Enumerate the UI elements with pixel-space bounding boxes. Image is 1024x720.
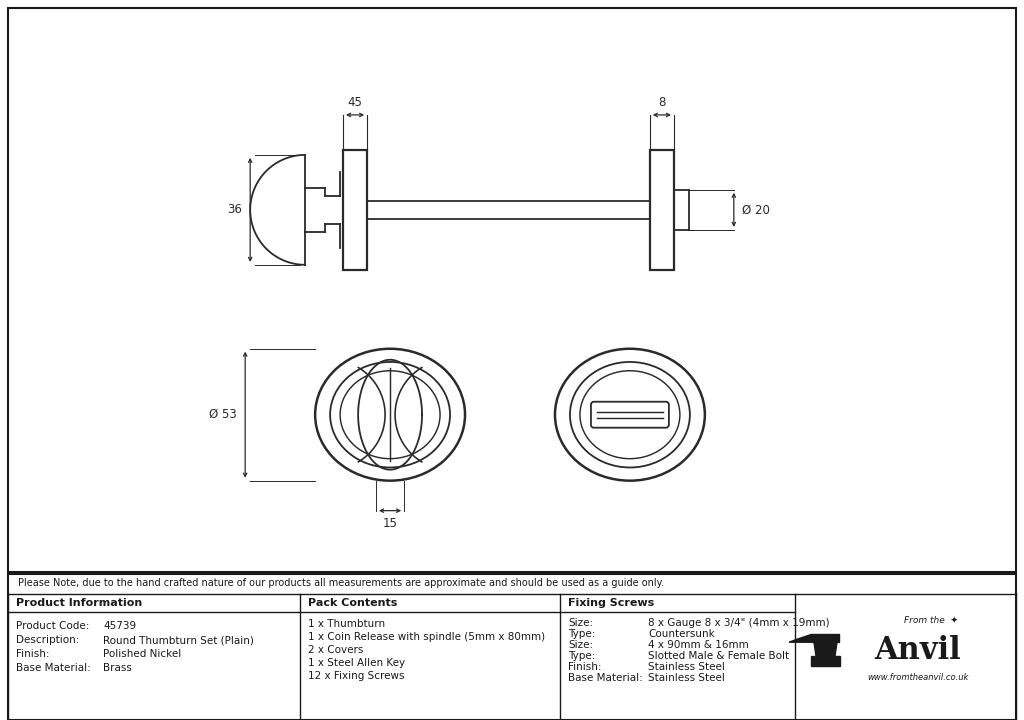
Bar bbox=[343, 150, 367, 270]
Text: 15: 15 bbox=[383, 517, 397, 530]
Text: Ø 53: Ø 53 bbox=[210, 408, 238, 421]
Text: Countersunk: Countersunk bbox=[648, 629, 715, 639]
Text: Finish:: Finish: bbox=[16, 649, 49, 660]
Text: 4 x 90mm & 16mm: 4 x 90mm & 16mm bbox=[648, 640, 749, 650]
Polygon shape bbox=[790, 634, 812, 642]
Text: Finish:: Finish: bbox=[568, 662, 601, 672]
Text: From the  ✦: From the ✦ bbox=[903, 616, 957, 625]
Text: Brass: Brass bbox=[103, 663, 132, 673]
Text: Base Material:: Base Material: bbox=[16, 663, 91, 673]
Text: Size:: Size: bbox=[568, 640, 593, 650]
Text: Polished Nickel: Polished Nickel bbox=[103, 649, 181, 660]
Text: 1 x Thumbturn: 1 x Thumbturn bbox=[308, 619, 385, 629]
Text: www.fromtheanvil.co.uk: www.fromtheanvil.co.uk bbox=[866, 672, 968, 682]
Text: Type:: Type: bbox=[568, 629, 595, 639]
Text: 1 x Steel Allen Key: 1 x Steel Allen Key bbox=[308, 658, 406, 668]
Text: 2 x Covers: 2 x Covers bbox=[308, 645, 364, 655]
Text: Stainless Steel: Stainless Steel bbox=[648, 662, 725, 672]
Text: 1 x Coin Release with spindle (5mm x 80mm): 1 x Coin Release with spindle (5mm x 80m… bbox=[308, 632, 545, 642]
Polygon shape bbox=[811, 656, 840, 666]
Text: Please Note, due to the hand crafted nature of our products all measurements are: Please Note, due to the hand crafted nat… bbox=[18, 578, 664, 588]
Text: Anvil: Anvil bbox=[874, 635, 961, 666]
Text: Description:: Description: bbox=[16, 635, 80, 645]
Text: Type:: Type: bbox=[568, 651, 595, 661]
Polygon shape bbox=[812, 634, 839, 642]
Text: Size:: Size: bbox=[568, 618, 593, 629]
Text: Base Material:: Base Material: bbox=[568, 673, 643, 683]
Text: Stainless Steel: Stainless Steel bbox=[648, 673, 725, 683]
Text: 36: 36 bbox=[227, 203, 243, 216]
Text: 8 x Gauge 8 x 3/4" (4mm x 19mm): 8 x Gauge 8 x 3/4" (4mm x 19mm) bbox=[648, 618, 829, 629]
Text: 12 x Fixing Screws: 12 x Fixing Screws bbox=[308, 671, 404, 681]
Text: Product Information: Product Information bbox=[16, 598, 142, 608]
Text: 45: 45 bbox=[348, 96, 362, 109]
Text: Pack Contents: Pack Contents bbox=[308, 598, 397, 608]
Polygon shape bbox=[814, 642, 837, 656]
Text: 45739: 45739 bbox=[103, 621, 136, 631]
Text: Slotted Male & Female Bolt: Slotted Male & Female Bolt bbox=[648, 651, 790, 661]
Text: Ø 20: Ø 20 bbox=[741, 203, 770, 216]
Text: Round Thumbturn Set (Plain): Round Thumbturn Set (Plain) bbox=[103, 635, 254, 645]
Text: Product Code:: Product Code: bbox=[16, 621, 89, 631]
Bar bbox=[650, 150, 674, 270]
Text: 8: 8 bbox=[658, 96, 666, 109]
Text: Fixing Screws: Fixing Screws bbox=[568, 598, 654, 608]
